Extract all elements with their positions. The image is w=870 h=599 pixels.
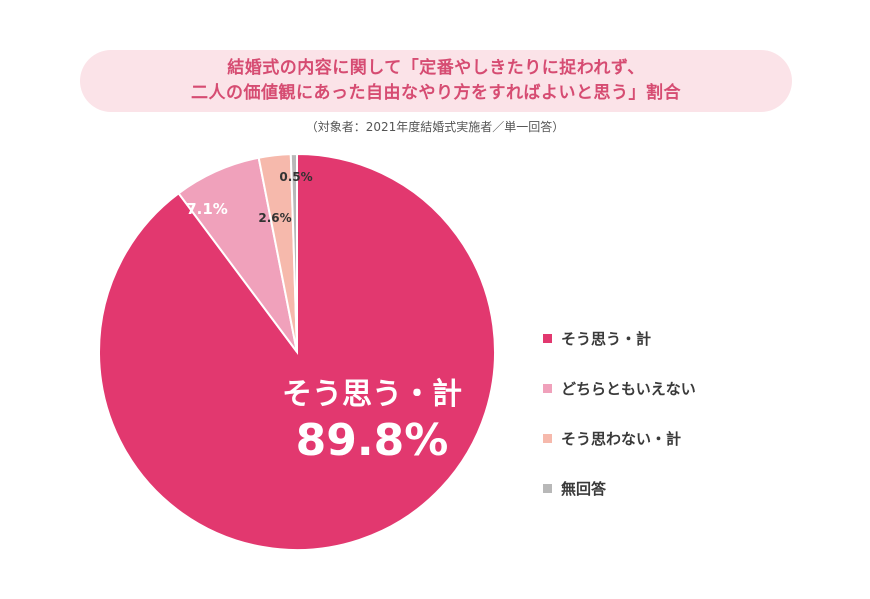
- legend-item-mukaitou: 無回答: [543, 476, 696, 500]
- legend-item-soushiowanai: そう思わない・計: [543, 426, 696, 450]
- legend-label-soushiowanai: そう思わない・計: [561, 429, 682, 448]
- chart-legend: そう思う・計 どちらともいえない そう思わない・計 無回答: [543, 326, 696, 526]
- legend-item-soushiou: そう思う・計: [543, 326, 696, 350]
- legend-swatch-mukaitou: [543, 483, 552, 493]
- legend-swatch-soushiou: [543, 333, 552, 343]
- slice-mukaitou: [289, 152, 298, 353]
- chart-title-banner: 結婚式の内容に関して「定番やしきたりに捉われず、 二人の価値観にあった自由なやり…: [80, 50, 792, 112]
- legend-swatch-soushiowanai: [543, 433, 552, 443]
- legend-label-soushiou: そう思う・計: [561, 329, 652, 348]
- big-label-name: そう思う・計: [282, 377, 462, 412]
- legend-label-mukaitou: 無回答: [561, 479, 607, 498]
- chart-subtitle: （対象者：2021年度結婚式実施者／単一回答）: [305, 120, 565, 134]
- legend-swatch-dochiratomo: [543, 383, 552, 393]
- legend-label-dochiratomo: どちらともいえない: [561, 379, 696, 398]
- data-label-dochiratomo: 7.1%: [186, 200, 228, 218]
- data-label-mukaitou: 0.5%: [279, 170, 312, 184]
- data-label-soushiowanai: 2.6%: [258, 211, 291, 225]
- legend-item-dochiratomo: どちらともいえない: [543, 376, 696, 400]
- chart-title-line-1: 結婚式の内容に関して「定番やしきたりに捉われず、: [227, 58, 645, 78]
- slice-soushiou: [98, 152, 496, 551]
- big-label-value: 89.8%: [296, 415, 449, 466]
- chart-title-line-2: 二人の価値観にあった自由なやり方をすればよいと思う」割合: [191, 83, 681, 103]
